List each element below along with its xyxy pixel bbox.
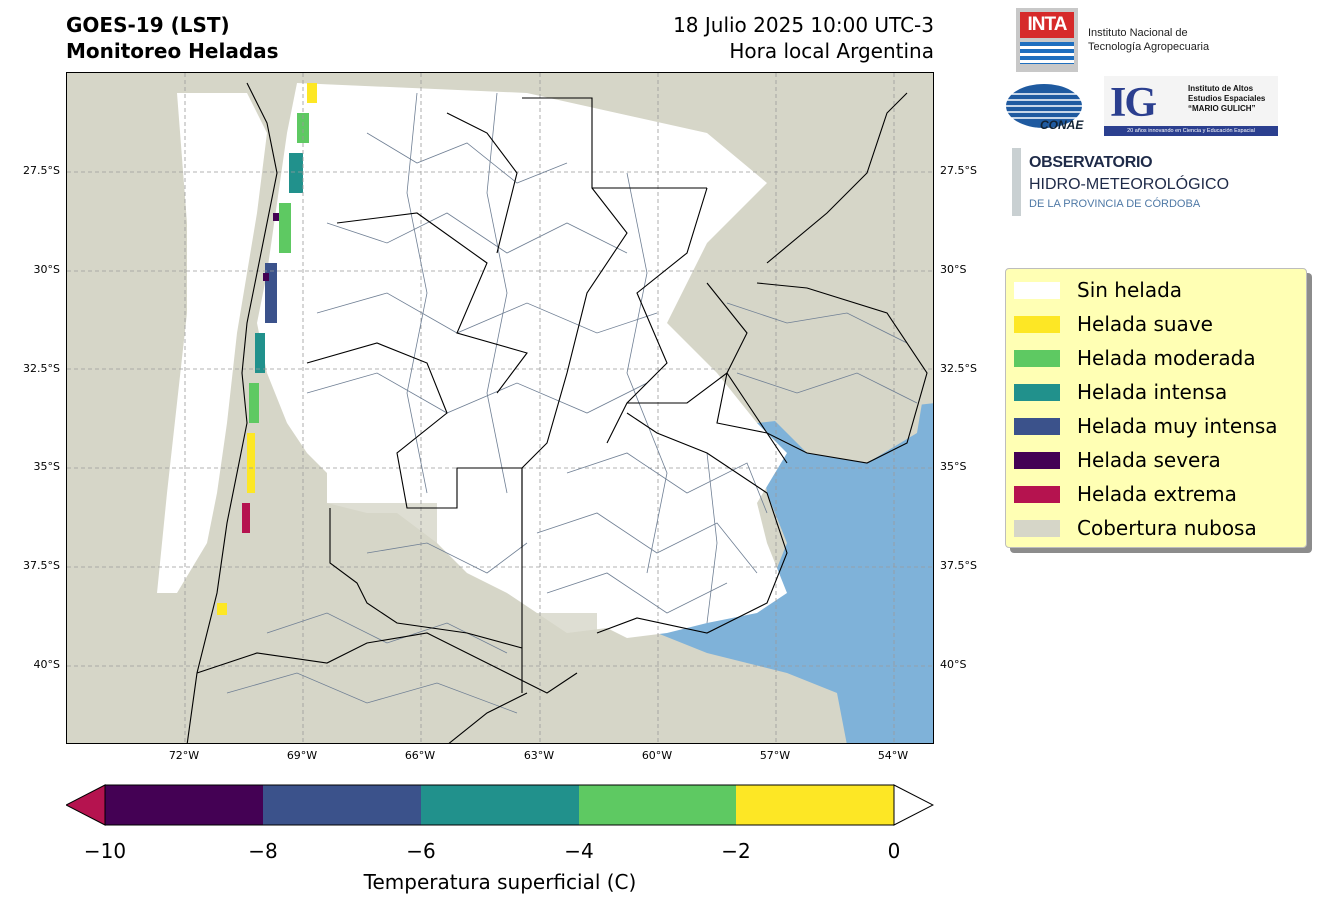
chile-no-frost: [157, 93, 267, 593]
lon-tick: 69°W: [286, 749, 318, 762]
colorbar: [66, 784, 934, 826]
colorbar-tick: −8: [248, 839, 278, 863]
lat-tick-left: 32.5°S: [23, 362, 60, 375]
inta-name-line-1: Instituto Nacional de: [1088, 27, 1188, 39]
colorbar-tick: −10: [83, 839, 127, 863]
lat-tick-right: 40°S: [940, 658, 967, 671]
observatorio-logo: OBSERVATORIO HIDRO-METEOROLÓGICO DE LA P…: [1012, 148, 1272, 218]
map-legend: Sin helada Helada suave Helada moderada …: [1005, 268, 1307, 548]
observatorio-line-3: DE LA PROVINCIA DE CÓRDOBA: [1029, 198, 1201, 210]
colorbar-tick: −2: [721, 839, 751, 863]
map-title: GOES-19 (LST) Monitoreo Heladas: [66, 12, 279, 64]
legend-swatch: [1014, 384, 1060, 401]
legend-label: Helada moderada: [1077, 346, 1256, 370]
ig-wordmark: IG: [1110, 80, 1157, 126]
legend-swatch: [1014, 452, 1060, 469]
conae-wordmark: CONAE: [1040, 118, 1084, 132]
legend-label: Cobertura nubosa: [1077, 516, 1257, 540]
ig-tagline: 20 años innovando en Ciencia y Educación…: [1104, 126, 1278, 136]
legend-label: Helada suave: [1077, 312, 1213, 336]
colorbar-segment: [421, 785, 579, 825]
legend-swatch: [1014, 316, 1060, 333]
logo-panel: INTA Instituto Nacional de Tecnología Ag…: [1004, 6, 1294, 226]
legend-label: Helada intensa: [1077, 380, 1228, 404]
inta-name: Instituto Nacional de Tecnología Agropec…: [1088, 26, 1209, 54]
ig-name-line-1: Instituto de Altos: [1188, 84, 1254, 93]
legend-label: Helada extrema: [1077, 482, 1237, 506]
lat-tick-right: 35°S: [940, 460, 967, 473]
lat-tick-left: 40°S: [33, 658, 60, 671]
colorbar-tick: 0: [887, 839, 901, 863]
legend-swatch: [1014, 350, 1060, 367]
colorbar-segment: [736, 785, 894, 825]
conae-globe-icon: [1006, 84, 1082, 128]
lon-tick: 72°W: [168, 749, 200, 762]
legend-label: Sin helada: [1077, 278, 1183, 302]
title-line-2: Monitoreo Heladas: [66, 39, 279, 63]
ig-name-line-2: Estudios Espaciales: [1188, 94, 1266, 103]
conae-logo: CONAE: [1004, 82, 1086, 138]
frost-strip: [217, 83, 317, 615]
lat-tick-left: 30°S: [33, 263, 60, 276]
lon-tick: 54°W: [877, 749, 909, 762]
lat-tick-right: 32.5°S: [940, 362, 977, 375]
legend-swatch: [1014, 520, 1060, 537]
ocean-area: [657, 403, 933, 743]
legend-swatch: [1014, 418, 1060, 435]
lon-tick: 66°W: [404, 749, 436, 762]
lon-tick: 63°W: [523, 749, 555, 762]
lat-tick-left: 35°S: [33, 460, 60, 473]
lon-tick: 60°W: [641, 749, 673, 762]
lon-tick: 57°W: [759, 749, 791, 762]
colorbar-tick: −4: [564, 839, 594, 863]
south-cloud: [187, 593, 586, 743]
lat-tick-right: 27.5°S: [940, 164, 977, 177]
inta-stripes-icon: [1020, 42, 1074, 64]
timezone-label: Hora local Argentina: [729, 39, 934, 63]
colorbar-under-arrow: [66, 784, 106, 826]
legend-label: Helada muy intensa: [1077, 414, 1278, 438]
datetime-label: 18 Julio 2025 10:00 UTC-3: [673, 13, 934, 37]
province-borders: [186, 82, 928, 743]
ig-name-line-3: “MARIO GULICH”: [1188, 104, 1256, 113]
observatorio-bar-icon: [1012, 148, 1021, 216]
colorbar-over-arrow: [893, 784, 934, 826]
observatorio-line-1: OBSERVATORIO: [1029, 154, 1153, 171]
colorbar-segment: [579, 785, 736, 825]
ig-name: Instituto de Altos Estudios Espaciales “…: [1188, 84, 1265, 114]
inta-wordmark: INTA: [1020, 12, 1074, 38]
colorbar-tick: −6: [406, 839, 436, 863]
legend-swatch: [1014, 282, 1060, 299]
cloud-patch: [317, 503, 437, 543]
title-line-1: GOES-19 (LST): [66, 13, 230, 37]
map-canvas: [67, 73, 933, 743]
uruguay-cloud: [727, 273, 927, 463]
lat-tick-right: 30°S: [940, 263, 967, 276]
lat-tick-right: 37.5°S: [940, 559, 977, 572]
lat-tick-left: 37.5°S: [23, 559, 60, 572]
observatorio-line-2: HIDRO-METEOROLÓGICO: [1029, 176, 1230, 193]
department-borders: [226, 92, 918, 714]
legend-label: Helada severa: [1077, 448, 1221, 472]
lat-tick-left: 27.5°S: [23, 164, 60, 177]
colorbar-segment: [105, 785, 263, 825]
inta-logo: INTA: [1016, 8, 1078, 72]
ig-logo: IG Instituto de Altos Estudios Espaciale…: [1104, 76, 1278, 136]
map-datetime: 18 Julio 2025 10:00 UTC-3 Hora local Arg…: [673, 12, 934, 64]
legend-swatch: [1014, 486, 1060, 503]
frost-map: [66, 72, 934, 744]
inta-name-line-2: Tecnología Agropecuaria: [1088, 41, 1210, 53]
cloud-patch: [507, 613, 597, 653]
colorbar-label: Temperatura superficial (C): [363, 870, 637, 894]
colorbar-segment: [263, 785, 421, 825]
